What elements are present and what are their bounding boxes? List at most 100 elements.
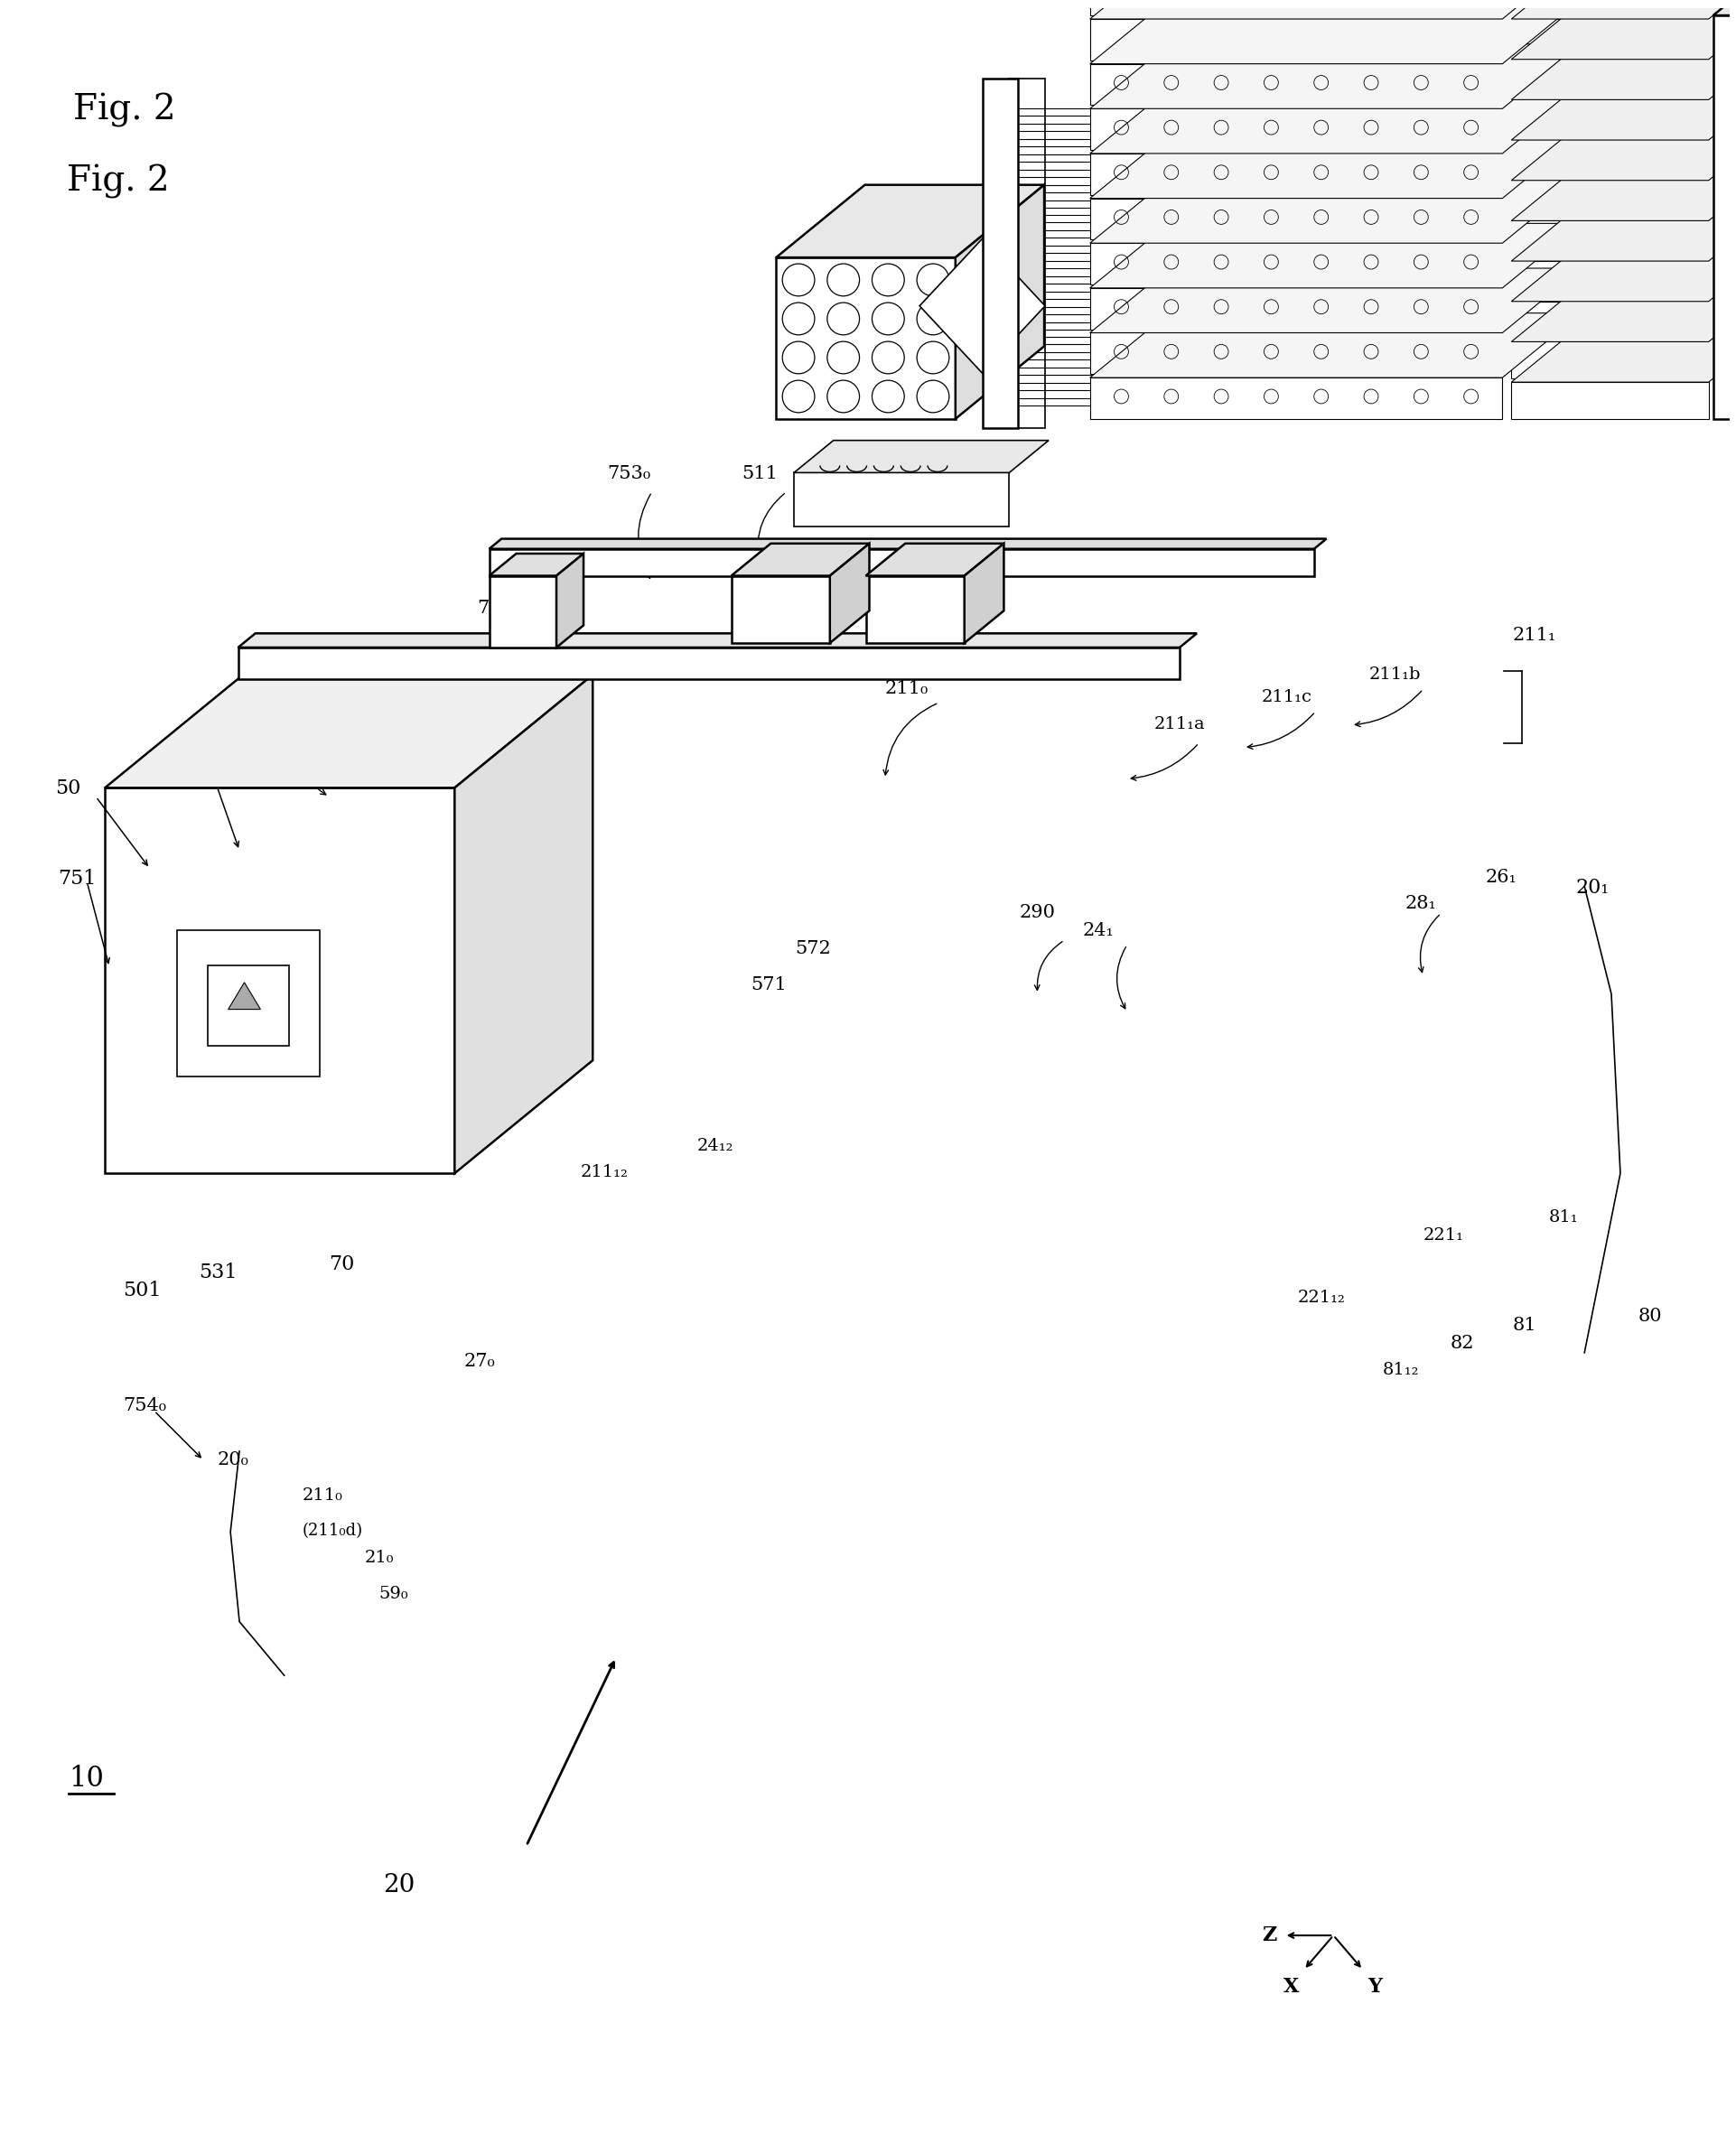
Polygon shape	[1090, 43, 1581, 108]
Polygon shape	[1090, 312, 1581, 377]
Text: 20: 20	[384, 1873, 415, 1897]
Polygon shape	[1090, 224, 1581, 289]
Polygon shape	[1512, 301, 1708, 338]
Polygon shape	[793, 474, 1009, 527]
Polygon shape	[1090, 269, 1581, 334]
Text: 531₀: 531₀	[262, 689, 306, 706]
Polygon shape	[1090, 198, 1502, 239]
Polygon shape	[866, 575, 965, 644]
Text: 24₁: 24₁	[1082, 921, 1115, 939]
Polygon shape	[238, 633, 1196, 648]
Text: Z: Z	[1262, 1925, 1278, 1946]
Text: X: X	[1283, 1976, 1299, 1998]
Polygon shape	[238, 648, 1179, 678]
Text: 27₀: 27₀	[464, 1352, 495, 1369]
Polygon shape	[1512, 108, 1736, 181]
Polygon shape	[1090, 0, 1502, 15]
Text: 81₁₂: 81₁₂	[1382, 1361, 1420, 1378]
Text: Y: Y	[1368, 1976, 1382, 1998]
Text: 211₀: 211₀	[302, 1488, 342, 1503]
Polygon shape	[1090, 179, 1581, 243]
Text: 751₀: 751₀	[342, 652, 385, 670]
Polygon shape	[1090, 88, 1581, 153]
Polygon shape	[1512, 149, 1736, 222]
Text: 753₀: 753₀	[608, 465, 651, 482]
Polygon shape	[866, 543, 1003, 575]
Text: 572: 572	[795, 941, 832, 958]
Polygon shape	[104, 788, 455, 1173]
Text: 211₁c: 211₁c	[1262, 689, 1312, 706]
Polygon shape	[490, 553, 583, 575]
Polygon shape	[1713, 15, 1736, 420]
Text: 26₁: 26₁	[1486, 868, 1517, 885]
Polygon shape	[1090, 243, 1502, 284]
Polygon shape	[490, 575, 557, 648]
Text: 70: 70	[330, 1253, 354, 1275]
Polygon shape	[208, 965, 288, 1046]
Polygon shape	[1512, 269, 1736, 342]
Text: 221₁₂: 221₁₂	[1297, 1290, 1345, 1307]
Polygon shape	[1090, 0, 1581, 19]
Polygon shape	[731, 543, 870, 575]
Text: 751: 751	[59, 868, 97, 889]
Text: 501: 501	[123, 1281, 161, 1300]
Text: 81: 81	[1512, 1318, 1536, 1335]
Polygon shape	[793, 441, 1049, 474]
Polygon shape	[1512, 140, 1708, 177]
Polygon shape	[1512, 60, 1708, 97]
Text: 80: 80	[1639, 1307, 1663, 1324]
Text: 752₀: 752₀	[401, 635, 444, 652]
Text: 571: 571	[750, 975, 786, 993]
Polygon shape	[490, 549, 1314, 575]
Text: 71₀: 71₀	[477, 599, 509, 616]
Polygon shape	[177, 930, 319, 1076]
Text: 211₁₂: 211₁₂	[580, 1165, 628, 1180]
Polygon shape	[1512, 0, 1736, 19]
Text: 50: 50	[56, 779, 82, 799]
Text: 290: 290	[1019, 904, 1055, 921]
Text: 221₁: 221₁	[1424, 1227, 1463, 1244]
Text: 21₀: 21₀	[365, 1550, 394, 1565]
Polygon shape	[1512, 189, 1736, 261]
Text: 710₀: 710₀	[535, 609, 578, 627]
Text: 59₀: 59₀	[378, 1587, 408, 1602]
Text: 82: 82	[1450, 1335, 1474, 1352]
Text: 211₁: 211₁	[1512, 627, 1555, 644]
Polygon shape	[1512, 228, 1736, 301]
Text: 754₀: 754₀	[123, 1397, 167, 1415]
Polygon shape	[1512, 99, 1708, 136]
Polygon shape	[1512, 261, 1708, 297]
Polygon shape	[1090, 153, 1502, 194]
Polygon shape	[776, 185, 1043, 258]
Polygon shape	[1512, 0, 1736, 60]
Polygon shape	[1713, 0, 1736, 15]
Polygon shape	[1090, 108, 1502, 151]
Polygon shape	[490, 538, 1326, 549]
Text: 211₀: 211₀	[885, 680, 929, 698]
Polygon shape	[1512, 310, 1736, 381]
Polygon shape	[1512, 19, 1708, 56]
Polygon shape	[557, 553, 583, 648]
Polygon shape	[227, 982, 260, 1010]
Text: 20₀: 20₀	[217, 1451, 248, 1468]
Polygon shape	[1090, 289, 1502, 329]
Polygon shape	[965, 543, 1003, 644]
Polygon shape	[1512, 67, 1736, 140]
Polygon shape	[731, 575, 830, 644]
Polygon shape	[455, 674, 592, 1173]
Polygon shape	[1512, 181, 1708, 217]
Polygon shape	[920, 239, 1045, 372]
Polygon shape	[104, 674, 592, 788]
Text: 511: 511	[741, 465, 778, 482]
Text: 211₁b: 211₁b	[1370, 667, 1422, 683]
Polygon shape	[1512, 28, 1736, 99]
Polygon shape	[955, 185, 1043, 420]
Polygon shape	[1090, 334, 1502, 375]
Polygon shape	[1090, 65, 1502, 105]
Text: 81₁: 81₁	[1549, 1210, 1578, 1225]
Polygon shape	[1512, 381, 1708, 420]
Text: 10: 10	[69, 1765, 104, 1793]
Polygon shape	[1512, 222, 1708, 258]
Text: 28₁: 28₁	[1404, 896, 1436, 913]
Text: Fig. 2: Fig. 2	[73, 93, 175, 127]
